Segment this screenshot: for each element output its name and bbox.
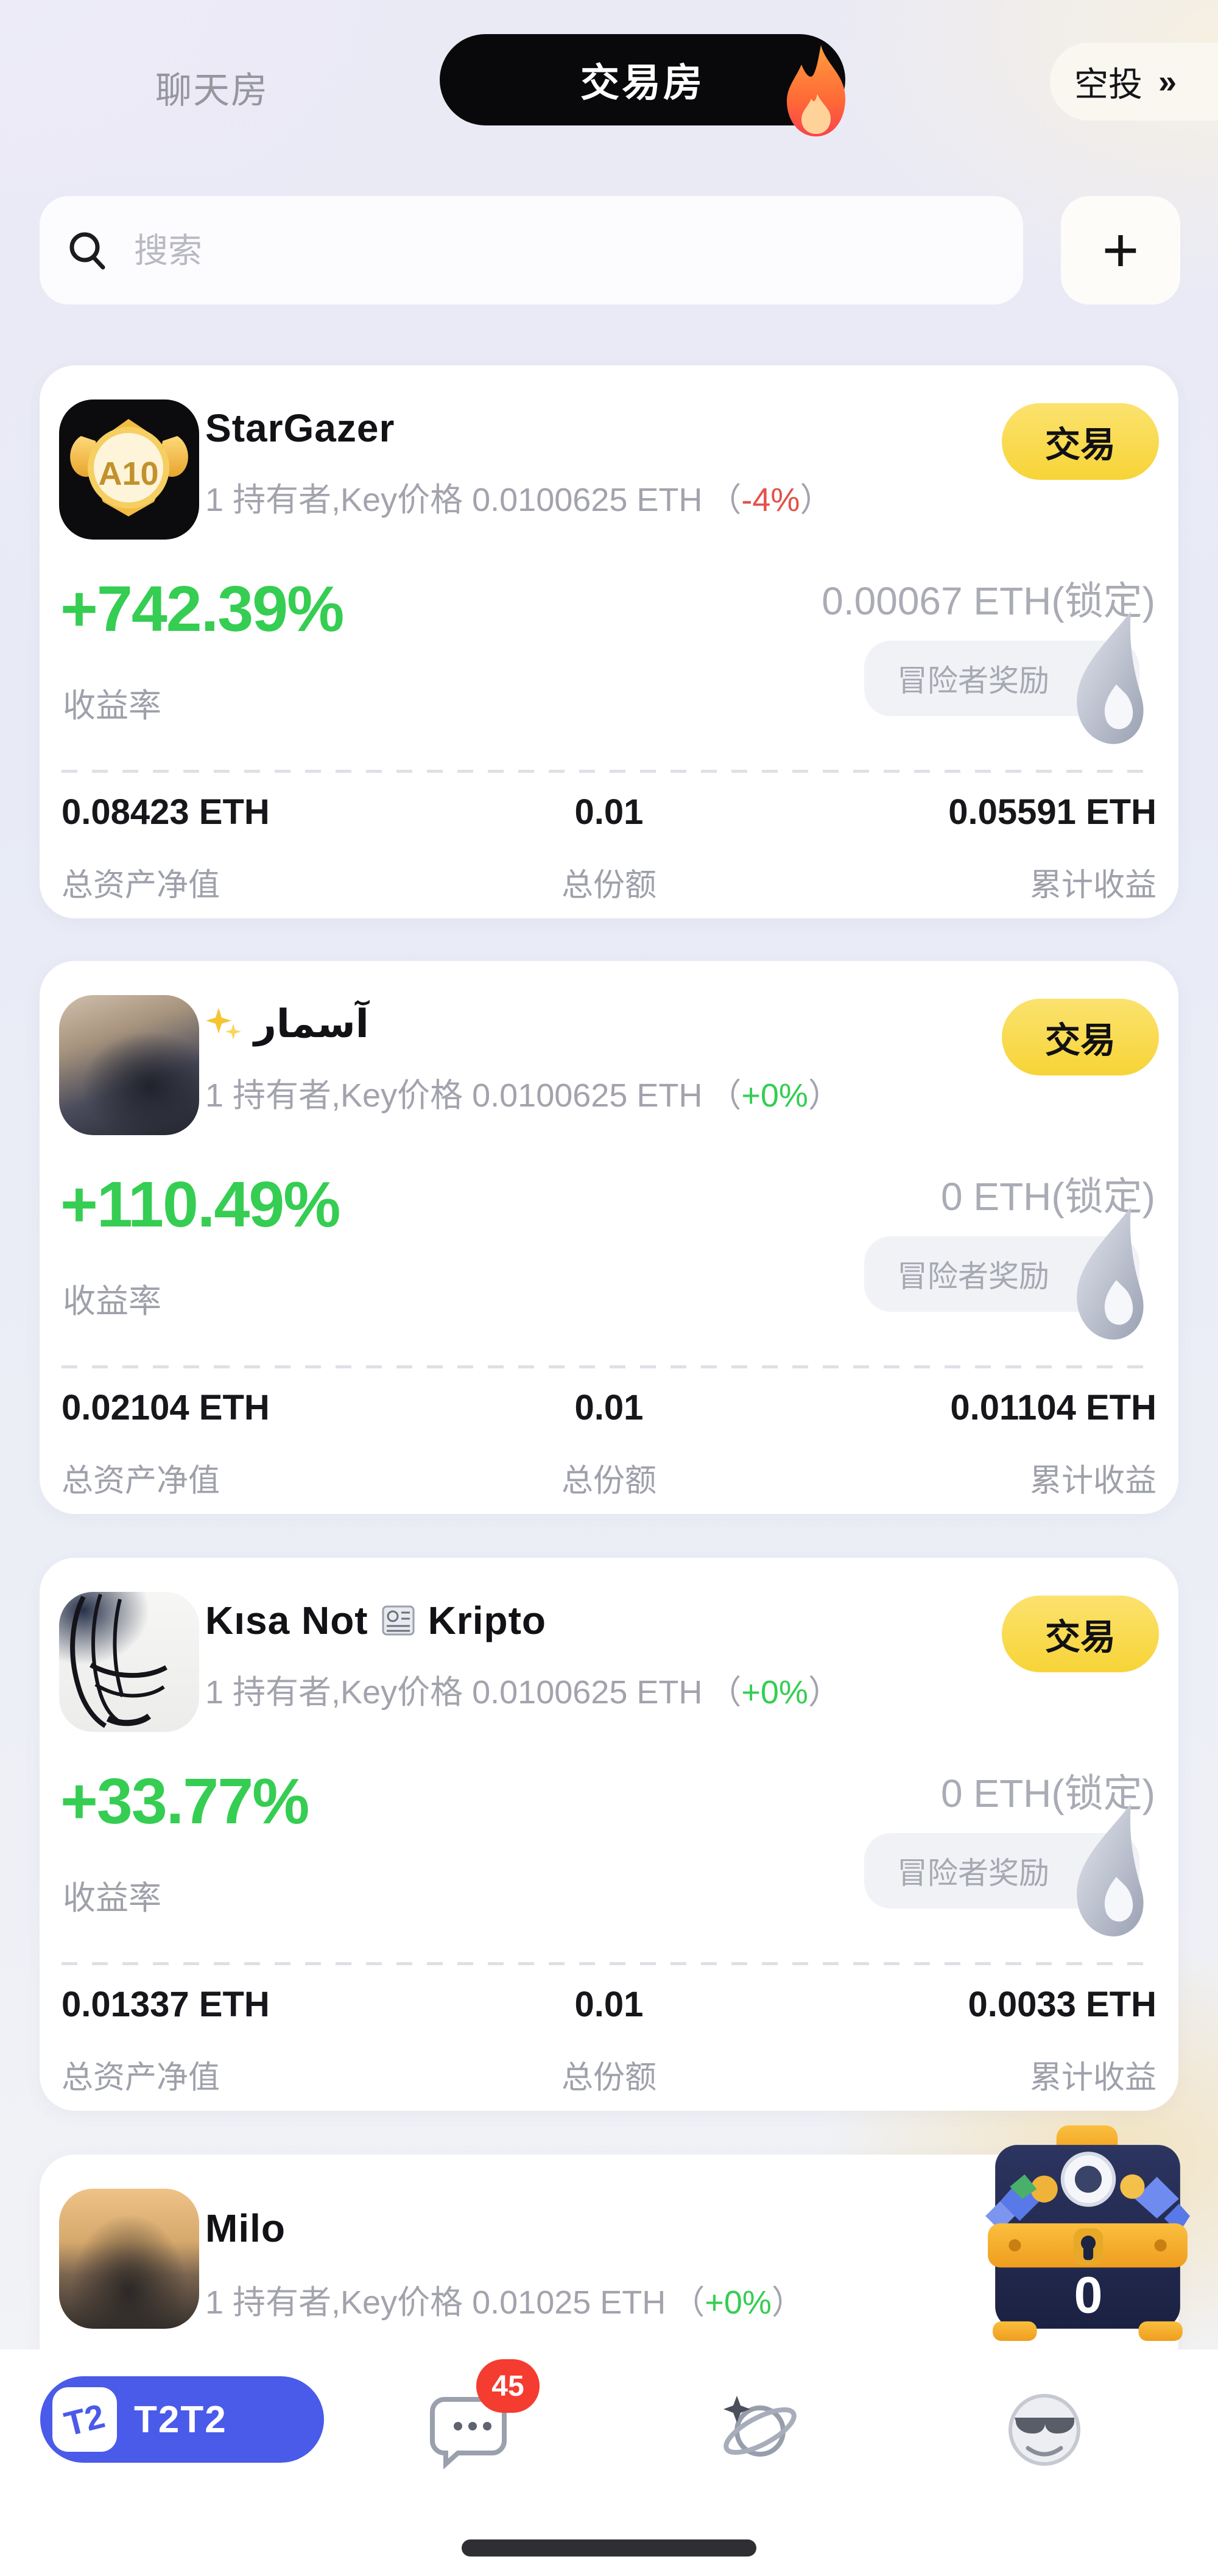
avatar: A10 <box>59 399 199 540</box>
tab-airdrop-label: 空投 <box>1074 65 1142 104</box>
svg-text:A10: A10 <box>98 456 158 492</box>
nav-discover-button[interactable] <box>711 2382 803 2474</box>
fire-icon <box>787 45 845 136</box>
room-name: آسمار <box>254 1002 369 1046</box>
nav-profile-button[interactable] <box>999 2382 1090 2474</box>
room-name-part2: Kripto <box>428 1599 546 1642</box>
tab-airdrop[interactable]: 空投 » <box>1050 43 1218 121</box>
yield-percent: +33.77% <box>60 1765 309 1837</box>
unread-count-badge: 45 <box>476 2359 540 2413</box>
shares-label: 总份额 <box>561 2060 657 2096</box>
stats-row: 0.08423 ETH 总资产净值 0.01 总份额 0.05591 ETH 累计收益 <box>62 792 1156 903</box>
price-change: +0% <box>741 1674 808 1711</box>
price-change: -4% <box>741 482 800 518</box>
add-room-button[interactable]: + <box>1061 196 1180 304</box>
home-indicator[interactable] <box>462 2539 756 2557</box>
room-subtitle: 1 持有者,Key价格 0.0100625 ETH （-4%） <box>205 482 833 518</box>
profit-value: 0.0033 ETH <box>968 1985 1156 2024</box>
shares-value: 0.01 <box>574 792 644 832</box>
shares-value: 0.01 <box>574 1388 644 1427</box>
dashed-divider <box>62 1365 1156 1368</box>
nav-label: 总资产净值 <box>62 868 220 903</box>
svg-text:0: 0 <box>1074 2267 1103 2324</box>
sunglasses-face-icon <box>1009 2394 1080 2466</box>
shares-value: 0.01 <box>574 1985 644 2024</box>
trade-button[interactable]: 交易 <box>1002 1596 1159 1672</box>
yield-percent: +742.39% <box>60 573 344 645</box>
price-change: +0% <box>741 1077 808 1114</box>
yield-label: 收益率 <box>63 688 161 724</box>
locked-amount: 0 ETH(锁定) <box>941 1772 1155 1815</box>
nav-value: 0.02104 ETH <box>62 1388 270 1427</box>
room-name: Milo <box>205 2206 286 2250</box>
nav-label: 总资产净值 <box>62 1463 220 1499</box>
search-icon <box>69 232 105 270</box>
room-card-kisa-not-kripto[interactable]: Kısa Not Kripto 1 持有者,Key价格 0.0100625 ET… <box>40 1558 1178 2111</box>
silver-drop-icon <box>1077 1207 1144 1340</box>
silver-drop-icon <box>1077 1804 1144 1937</box>
dashed-divider <box>62 770 1156 773</box>
locked-amount: 0.00067 ETH(锁定) <box>822 579 1155 623</box>
trade-button[interactable]: 交易 <box>1002 403 1159 480</box>
sparkles-icon <box>206 1007 241 1040</box>
silver-drop-icon <box>1077 611 1144 744</box>
tab-trade-room-label: 交易房 <box>580 61 705 105</box>
search-input[interactable] <box>40 196 1023 304</box>
profit-label: 累计收益 <box>1029 1463 1156 1499</box>
shares-label: 总份额 <box>561 1463 657 1499</box>
nav-value: 0.08423 ETH <box>62 792 270 832</box>
planet-icon <box>723 2396 797 2457</box>
locked-amount: 0 ETH(锁定) <box>941 1175 1155 1219</box>
nav-t2t2-button[interactable]: T2 T2T2 <box>40 2376 324 2463</box>
room-subtitle: 1 持有者,Key价格 0.0100625 ETH （+0%） <box>205 1674 841 1711</box>
price-change: +0% <box>705 2284 772 2321</box>
t2t2-label: T2T2 <box>134 2398 227 2441</box>
avatar <box>59 995 199 1135</box>
chat-bubble-icon <box>430 2397 507 2469</box>
medal-a10-icon: A10 <box>70 419 188 516</box>
bottom-nav-bar: T2 T2T2 45 <box>0 2349 1218 2576</box>
treasure-chest-reward[interactable]: 0 <box>985 2125 1190 2341</box>
search-box <box>40 196 1023 304</box>
profit-label: 累计收益 <box>1029 2060 1156 2096</box>
profit-label: 累计收益 <box>1029 868 1156 903</box>
stats-row: 0.02104 ETH 总资产净值 0.01 总份额 0.01104 ETH 累计收益 <box>62 1387 1156 1499</box>
t2t2-logo-icon: T2 <box>52 2387 117 2452</box>
sketch-avatar-art <box>70 1594 167 1728</box>
nav-messages-button[interactable]: 45 <box>426 2359 540 2474</box>
shares-label: 总份额 <box>561 868 657 903</box>
avatar <box>59 2189 199 2329</box>
profit-value: 0.05591 ETH <box>948 792 1156 832</box>
room-card-asmar[interactable]: آسمار 1 持有者,Key价格 0.0100625 ETH （+0%） 交易 … <box>40 961 1178 1514</box>
adventurer-reward-pill: 冒险者奖励 <box>864 1804 1144 1937</box>
trade-button[interactable]: 交易 <box>1002 999 1159 1075</box>
yield-percent: +110.49% <box>60 1169 341 1240</box>
double-chevron-right-icon: » <box>1158 63 1177 100</box>
newspaper-icon <box>382 1605 415 1636</box>
dashed-divider <box>62 1962 1156 1965</box>
avatar <box>59 1592 199 1732</box>
yield-label: 收益率 <box>63 1880 161 1916</box>
room-name: StarGazer <box>205 406 395 450</box>
tab-trade-room[interactable]: 交易房 <box>440 34 845 136</box>
tab-chat-room[interactable]: 聊天房 <box>155 70 269 111</box>
room-subtitle: 1 持有者,Key价格 0.01025 ETH （+0%） <box>205 2284 804 2321</box>
profit-value: 0.01104 ETH <box>950 1388 1156 1427</box>
adventurer-reward-pill: 冒险者奖励 <box>864 611 1144 744</box>
room-name-part1: Kısa Not <box>205 1599 368 1642</box>
room-card-stargazer[interactable]: A10 StarGazer 1 持有者,Key价格 0.0100625 ETH （… <box>40 365 1178 918</box>
nav-label: 总资产净值 <box>62 2060 220 2096</box>
stats-row: 0.01337 ETH 总资产净值 0.01 总份额 0.0033 ETH 累计收益 <box>62 1984 1156 2096</box>
adventurer-reward-pill: 冒险者奖励 <box>864 1207 1144 1340</box>
nav-value: 0.01337 ETH <box>62 1985 270 2024</box>
yield-label: 收益率 <box>63 1283 161 1320</box>
room-subtitle: 1 持有者,Key价格 0.0100625 ETH （+0%） <box>205 1077 841 1114</box>
